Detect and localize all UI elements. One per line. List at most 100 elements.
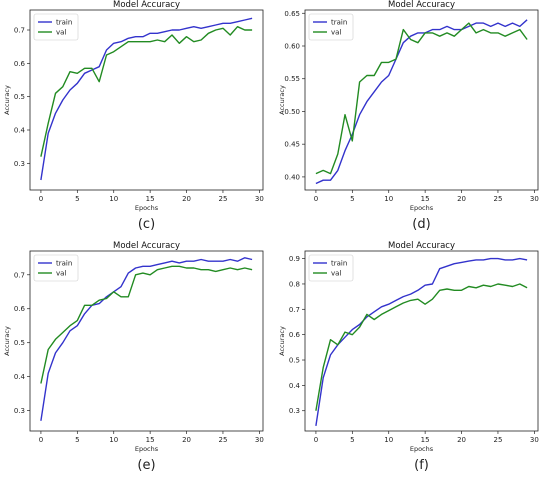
x-tick-label: 5 [75, 436, 79, 444]
panel-caption: (f) [414, 458, 429, 473]
x-tick-label: 15 [146, 195, 155, 203]
y-tick-label: 0.4 [14, 127, 26, 135]
y-tick-label: 0.65 [284, 10, 300, 18]
panel-caption: (d) [412, 217, 430, 232]
y-axis-label: Accuracy [3, 85, 11, 115]
y-axis-label: Accuracy [278, 326, 286, 356]
chart-svg: Model Accuracy 0 5 10 15 20 25 30 0.40 0.45 0.50 0.… [278, 0, 539, 232]
legend-label-train: train [331, 260, 347, 268]
legend-label-val: val [56, 29, 66, 37]
y-tick-label: 0.40 [284, 173, 300, 181]
series-line-val [40, 26, 253, 157]
chart-title: Model Accuracy [113, 0, 180, 10]
chart-panel-f: Model Accuracy 0 5 10 15 20 25 30 0.3 0.4 0.5 0.6 0.… [275, 241, 550, 482]
y-tick-label: 0.7 [289, 306, 300, 314]
series-line-train [315, 19, 528, 185]
legend-label-train: train [56, 260, 72, 268]
x-tick-label: 5 [75, 195, 79, 203]
y-tick-label: 0.6 [14, 60, 26, 68]
legend-box [33, 254, 79, 282]
x-tick-label: 25 [218, 436, 227, 444]
y-tick-label: 0.5 [14, 339, 25, 347]
x-tick-label: 25 [493, 195, 502, 203]
legend-label-val: val [56, 270, 66, 278]
x-tick-label: 0 [314, 436, 318, 444]
x-tick-label: 5 [350, 195, 354, 203]
legend: train val [33, 13, 79, 41]
y-tick-label: 0.7 [14, 27, 25, 35]
y-tick-label: 0.55 [284, 75, 300, 83]
y-tick-label: 0.60 [284, 43, 300, 51]
series-line-val [40, 265, 253, 384]
x-tick-label: 10 [109, 436, 118, 444]
x-tick-label: 20 [182, 436, 191, 444]
series-line-val [315, 22, 528, 175]
x-tick-label: 30 [255, 195, 264, 203]
series-line-train [315, 257, 528, 427]
series-line-val [315, 283, 528, 411]
legend-label-train: train [56, 19, 72, 27]
legend: train val [33, 254, 79, 282]
chart-panel-c: Model Accuracy 0 5 10 15 20 25 30 0.3 0.4 0.5 0.6 0.… [0, 0, 275, 241]
x-tick-label: 25 [493, 436, 502, 444]
plot-frame [304, 9, 539, 191]
x-tick-label: 15 [421, 195, 430, 203]
x-tick-label: 30 [530, 195, 539, 203]
legend: train val [308, 13, 354, 41]
chart-title: Model Accuracy [113, 241, 180, 251]
panel-caption: (c) [138, 217, 155, 232]
x-tick-label: 0 [39, 195, 43, 203]
plot-frame [29, 9, 264, 191]
x-tick-label: 0 [39, 436, 43, 444]
legend-box [308, 13, 354, 41]
x-tick-label: 0 [314, 195, 318, 203]
chart-title: Model Accuracy [388, 241, 455, 251]
y-tick-label: 0.5 [289, 357, 300, 365]
y-tick-label: 0.4 [289, 382, 301, 390]
x-tick-label: 10 [109, 195, 118, 203]
x-tick-label: 10 [384, 195, 393, 203]
x-tick-label: 20 [457, 195, 466, 203]
x-tick-label: 20 [457, 436, 466, 444]
x-tick-label: 25 [218, 195, 227, 203]
chart-panel-e: Model Accuracy 0 5 10 15 20 25 30 0.3 0.4 0.5 0.6 0.… [0, 241, 275, 482]
y-tick-label: 0.3 [14, 407, 25, 415]
y-tick-label: 0.8 [289, 280, 300, 288]
x-axis-label: Epochs [410, 445, 434, 453]
y-tick-label: 0.5 [14, 93, 25, 101]
y-tick-label: 0.6 [14, 305, 26, 313]
x-axis-label: Epochs [135, 204, 159, 212]
y-tick-label: 0.45 [284, 141, 300, 149]
x-axis-label: Epochs [135, 445, 159, 453]
x-tick-label: 10 [384, 436, 393, 444]
legend-label-val: val [331, 29, 341, 37]
y-tick-label: 0.7 [14, 271, 25, 279]
series-line-train [40, 17, 253, 181]
y-tick-label: 0.50 [284, 108, 300, 116]
legend: train val [308, 254, 354, 282]
x-tick-label: 30 [255, 436, 264, 444]
legend-box [308, 254, 354, 282]
panel-caption: (e) [137, 458, 155, 473]
y-tick-label: 0.4 [14, 373, 26, 381]
plot-frame [304, 250, 539, 432]
x-tick-label: 30 [530, 436, 539, 444]
series-line-train [40, 257, 253, 421]
chart-svg: Model Accuracy 0 5 10 15 20 25 30 0.3 0.4 0.5 0.6 0.… [278, 241, 539, 473]
y-tick-label: 0.6 [289, 331, 301, 339]
chart-svg: Model Accuracy 0 5 10 15 20 25 30 0.3 0.4 0.5 0.6 0.… [3, 241, 264, 473]
legend-box [33, 13, 79, 41]
plot-frame [29, 250, 264, 432]
y-tick-label: 0.3 [289, 407, 300, 415]
x-tick-label: 15 [421, 436, 430, 444]
x-tick-label: 20 [182, 195, 191, 203]
chart-title: Model Accuracy [388, 0, 455, 10]
chart-panel-d: Model Accuracy 0 5 10 15 20 25 30 0.40 0.45 0.50 0.… [275, 0, 550, 241]
legend-label-val: val [331, 270, 341, 278]
legend-label-train: train [331, 19, 347, 27]
y-tick-label: 0.9 [289, 255, 300, 263]
x-axis-label: Epochs [410, 204, 434, 212]
x-tick-label: 15 [146, 436, 155, 444]
y-axis-label: Accuracy [3, 326, 11, 356]
y-axis-label: Accuracy [278, 85, 286, 115]
